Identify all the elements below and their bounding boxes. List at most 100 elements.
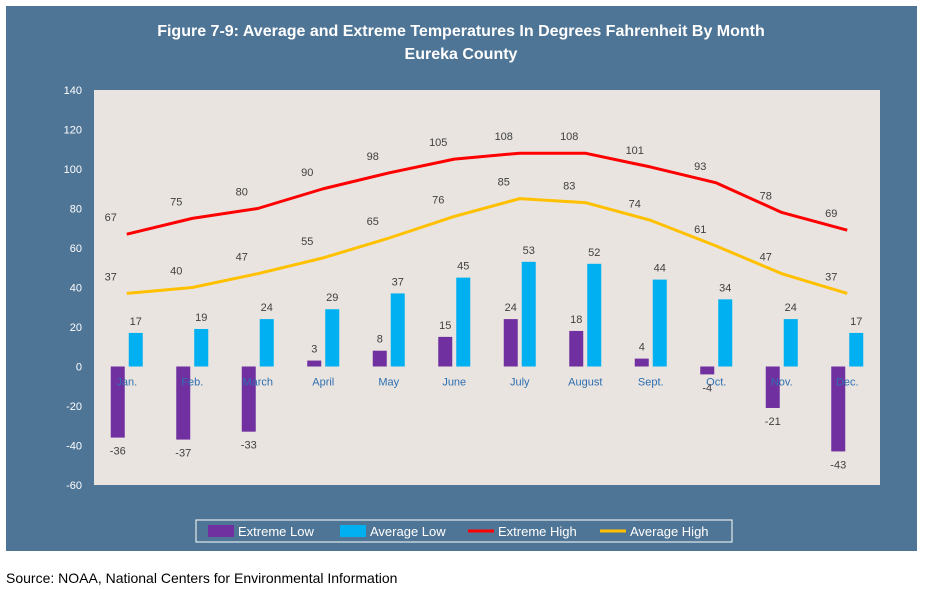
- y-tick-label: -40: [66, 441, 82, 453]
- y-tick-label: 60: [70, 243, 82, 255]
- legend-swatch: [340, 525, 366, 537]
- data-label: 37: [105, 271, 117, 283]
- data-label: 47: [236, 252, 248, 264]
- y-tick-label: -20: [66, 401, 82, 413]
- x-tick-label: June: [442, 377, 466, 389]
- line-extreme-high: [126, 151, 848, 236]
- data-label: 76: [432, 194, 444, 206]
- bar-extreme-low: [241, 366, 256, 432]
- bar-extreme-low: [765, 366, 780, 408]
- data-label: 67: [105, 212, 117, 224]
- data-label: 61: [694, 224, 706, 236]
- x-tick-label: August: [568, 377, 602, 389]
- data-label: 17: [130, 316, 142, 328]
- data-label: 52: [588, 247, 600, 259]
- data-label: -33: [241, 440, 257, 452]
- data-label: 83: [563, 181, 575, 193]
- x-tick-label: Jan.: [116, 377, 137, 389]
- line-average-high: [126, 197, 848, 295]
- data-label: 105: [429, 137, 447, 149]
- data-label: -36: [110, 446, 126, 458]
- chart-title: Figure 7-9: Average and Extreme Temperat…: [157, 23, 765, 40]
- y-tick-label: 140: [64, 85, 82, 97]
- data-label: 24: [505, 302, 517, 314]
- data-label: 45: [457, 261, 469, 273]
- legend: Extreme Low Average Low Extreme High Averag…: [195, 519, 733, 543]
- bar-average-low: [587, 263, 602, 367]
- y-tick-label: 0: [76, 362, 82, 374]
- bar-extreme-low: [831, 366, 846, 452]
- bars: [110, 261, 864, 452]
- bar-extreme-low: [569, 330, 584, 367]
- data-label: 80: [236, 187, 248, 199]
- data-label: 37: [392, 276, 404, 288]
- data-label: 8: [377, 334, 383, 346]
- bar-extreme-low: [438, 336, 453, 367]
- legend-swatch: [208, 525, 234, 537]
- x-tick-label: Feb.: [181, 377, 203, 389]
- data-label: -21: [765, 416, 781, 428]
- legend-label: Average Low: [370, 524, 446, 539]
- data-label: 53: [523, 245, 535, 257]
- bar-extreme-low: [372, 350, 387, 367]
- bar-extreme-low: [700, 366, 715, 375]
- bar-average-low: [718, 299, 733, 367]
- y-tick-label: -60: [66, 480, 82, 492]
- bar-extreme-low: [176, 366, 191, 440]
- data-label: 44: [654, 263, 666, 275]
- data-label: 3: [311, 344, 317, 356]
- y-tick-label: 100: [64, 164, 82, 176]
- y-tick-label: 20: [70, 322, 82, 334]
- data-label: 24: [261, 302, 273, 314]
- data-label: 108: [495, 131, 513, 143]
- bar-extreme-low: [110, 366, 125, 438]
- data-label: 74: [629, 198, 641, 210]
- data-label: 15: [439, 320, 451, 332]
- data-label: 40: [170, 266, 182, 278]
- x-tick-label: Dec.: [836, 377, 859, 389]
- legend-label: Average High: [630, 524, 709, 539]
- x-tick-label: May: [378, 377, 399, 389]
- bar-average-low: [783, 319, 798, 367]
- data-labels: -3617-3719-3324329837154524531852444-434…: [105, 131, 863, 471]
- bar-extreme-low: [503, 319, 518, 367]
- data-label: 18: [570, 314, 582, 326]
- x-tick-label: Oct.: [706, 377, 726, 389]
- bar-average-low: [849, 332, 864, 367]
- data-label: 69: [825, 208, 837, 220]
- data-label: 101: [626, 145, 644, 157]
- data-label: 29: [326, 292, 338, 304]
- bar-average-low: [128, 332, 143, 367]
- x-tick-label: March: [242, 377, 273, 389]
- bar-average-low: [456, 277, 471, 367]
- chart-subtitle: Eureka County: [405, 46, 518, 63]
- data-label: -37: [175, 448, 191, 460]
- data-label: 19: [195, 312, 207, 324]
- data-label: 78: [760, 190, 772, 202]
- legend-box: [195, 519, 733, 543]
- data-label: 17: [850, 316, 862, 328]
- bar-extreme-low: [634, 358, 649, 367]
- legend-label: Extreme Low: [238, 524, 314, 539]
- lines: [126, 151, 848, 295]
- data-label: 24: [785, 302, 797, 314]
- bar-average-low: [390, 293, 405, 367]
- legend-label: Extreme High: [498, 524, 577, 539]
- bar-extreme-low: [307, 360, 322, 367]
- chart-frame: Figure 7-9: Average and Extreme Temperat…: [6, 6, 917, 551]
- x-tick-label: Nov.: [771, 377, 793, 389]
- x-tick-label: Sept.: [638, 377, 664, 389]
- bar-average-low: [194, 328, 209, 367]
- data-label: 98: [367, 151, 379, 163]
- chart: Figure 7-9: Average and Extreme Temperat…: [64, 23, 880, 543]
- x-axis-labels: Jan. Feb. March April May June July August Sept.…: [116, 377, 858, 389]
- data-label: 55: [301, 236, 313, 248]
- bar-average-low: [652, 279, 667, 367]
- data-label: 4: [639, 342, 645, 354]
- data-label: -43: [830, 459, 846, 471]
- plot-area: [94, 90, 880, 485]
- bar-average-low: [521, 261, 536, 367]
- data-label: 93: [694, 161, 706, 173]
- bar-average-low: [259, 319, 274, 367]
- data-label: 34: [719, 282, 731, 294]
